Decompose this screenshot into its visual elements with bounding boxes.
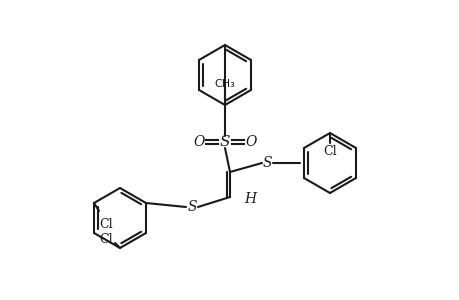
Text: O: O <box>245 135 256 149</box>
Text: S: S <box>262 156 271 170</box>
Text: H: H <box>243 192 256 206</box>
Text: O: O <box>193 135 204 149</box>
Text: Cl: Cl <box>99 218 112 231</box>
Text: CH₃: CH₃ <box>214 79 235 89</box>
Text: Cl: Cl <box>323 145 336 158</box>
Text: S: S <box>187 200 196 214</box>
Text: S: S <box>219 135 230 149</box>
Text: Cl: Cl <box>99 233 112 247</box>
